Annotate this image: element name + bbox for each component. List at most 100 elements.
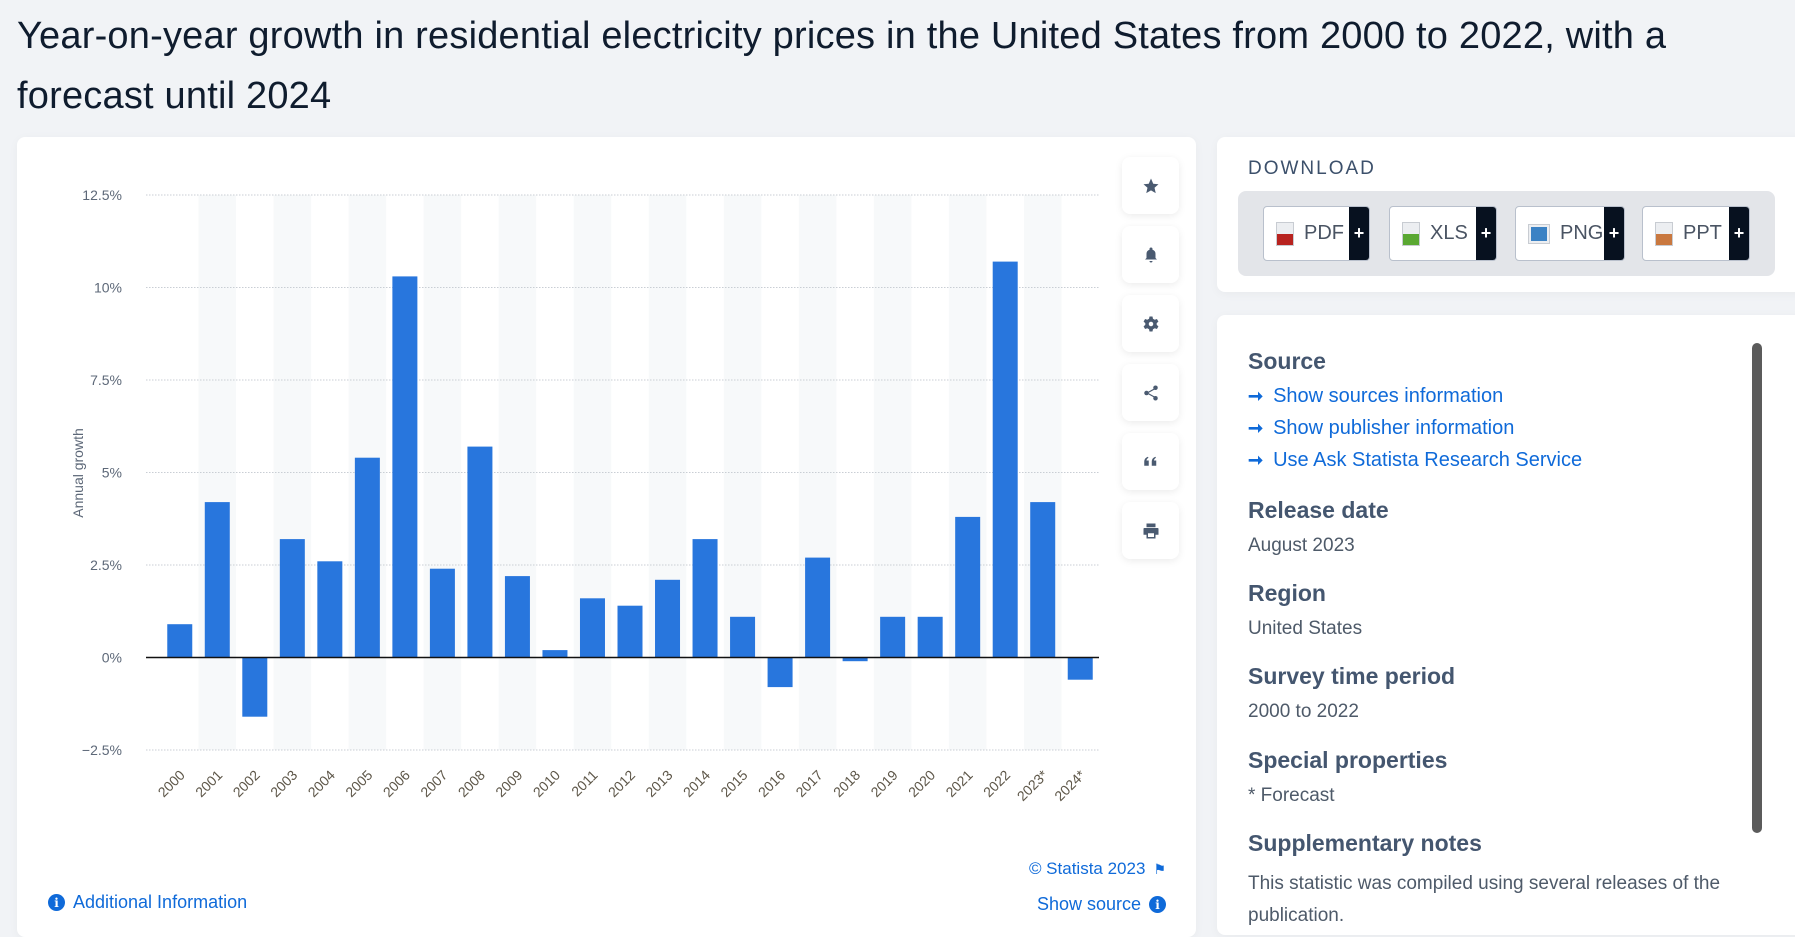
x-tick-label: 2010 [530,767,563,800]
y-tick-label: 5% [102,465,122,481]
x-tick-label: 2007 [417,767,450,800]
ppt-file-icon [1655,221,1673,246]
flag-icon: ⚑ [1153,860,1166,877]
info-icon: i [1149,896,1166,913]
bar-2018 [842,657,868,662]
release-date-heading: Release date [1248,497,1389,523]
bar-2005 [354,457,380,658]
arrow-right-icon: ➞ [1248,450,1264,470]
x-tick-label: 2022 [980,767,1013,800]
region-value: United States [1248,618,1363,639]
favorite-button[interactable] [1122,157,1179,214]
star-icon [1143,178,1158,193]
x-tick-label: 2011 [568,767,601,800]
download-xls-button[interactable]: XLS + [1389,206,1497,261]
bar-2015 [730,616,756,658]
region-heading: Region [1248,580,1326,606]
bar-2014 [692,539,718,658]
gear-icon [1143,316,1158,331]
x-tick-label: 2012 [605,767,638,800]
source-heading: Source [1248,348,1326,374]
info-panel-scrollbar[interactable] [1752,343,1762,833]
y-axis-label: Annual growth [70,428,86,518]
xls-file-icon [1402,221,1420,246]
x-tick-label: 2023* [1014,766,1052,804]
x-tick-label: 2002 [230,767,263,800]
share-button[interactable] [1122,364,1179,421]
settings-button[interactable] [1122,295,1179,352]
y-tick-label: 2.5% [90,557,122,573]
x-tick-label: 2018 [830,767,863,800]
download-ppt-button[interactable]: PPT + [1642,206,1750,261]
y-tick-label: 7.5% [90,372,122,388]
x-tick-label: 2005 [342,767,375,800]
x-tick-label: 2021 [942,767,975,800]
bar-2016 [767,657,793,688]
bar-2017 [805,557,831,658]
bar-2000 [167,624,193,658]
x-tick-label: 2017 [792,767,825,800]
x-tick-label: 2009 [492,767,525,800]
survey-period-value: 2000 to 2022 [1248,701,1359,722]
show-publisher-link[interactable]: ➞ Show publisher information [1248,417,1515,439]
x-tick-label: 2015 [717,767,750,800]
ask-statista-link[interactable]: ➞ Use Ask Statista Research Service [1248,449,1583,471]
bar-2001 [204,502,230,658]
additional-information-link[interactable]: i Additional Information [48,892,247,913]
bar-2010 [542,650,568,658]
bar-2020 [917,616,943,658]
chart-card: −2.5% 0% 2.5% 5% 7.5% 10% 12.5% Annual growth 20… [17,137,1196,937]
statistic-info-panel: Source ➞ Show sources information ➞ Show p… [1217,315,1795,935]
bar-2009 [504,576,530,658]
bar-2022 [992,261,1018,658]
bar-2004 [317,561,343,658]
arrow-right-icon: ➞ [1248,418,1264,438]
release-date-value: August 2023 [1248,535,1355,556]
png-image-icon [1528,223,1550,244]
x-tick-label: 2006 [380,767,413,800]
download-panel: DOWNLOAD PDF + XLS + PNG + PPT + [1217,137,1795,292]
y-tick-label: 10% [94,280,122,296]
special-properties-value: * Forecast [1248,785,1335,806]
share-icon [1143,385,1158,400]
bar-2019 [880,616,906,658]
special-properties-heading: Special properties [1248,747,1448,773]
bar-2008 [467,446,493,658]
show-sources-link[interactable]: ➞ Show sources information [1248,385,1504,407]
bar-2002 [242,657,268,717]
bell-icon [1144,247,1157,262]
download-png-button[interactable]: PNG + [1515,206,1625,261]
bar-2024* [1067,657,1093,680]
cite-button[interactable] [1122,433,1179,490]
x-tick-label: 2003 [267,767,300,800]
bar-2006 [392,276,418,658]
arrow-right-icon: ➞ [1248,386,1264,406]
x-tick-label: 2019 [867,767,900,800]
y-tick-label: 0% [102,650,122,666]
bar-2003 [279,539,305,658]
download-pdf-button[interactable]: PDF + [1263,206,1370,261]
pdf-file-icon [1276,221,1294,246]
x-tick-label: 2016 [755,767,788,800]
notification-button[interactable] [1122,226,1179,283]
show-source-link[interactable]: Show source i [1037,894,1166,915]
print-button[interactable] [1122,502,1179,559]
x-tick-label: 2013 [642,767,675,800]
bar-2011 [579,598,605,658]
bar-chart: −2.5% 0% 2.5% 5% 7.5% 10% 12.5% Annual growth 20… [70,187,1099,804]
x-tick-label: 2004 [305,767,338,800]
x-tick-label: 2001 [192,767,225,800]
x-tick-label: 2014 [680,767,713,800]
x-tick-label: 2000 [155,767,188,800]
x-tick-label: 2008 [455,767,488,800]
x-tick-label: 2024* [1051,766,1089,804]
x-tick-label: 2020 [905,767,938,800]
bar-2012 [617,605,643,658]
statista-copyright[interactable]: © Statista 2023 ⚑ [1028,859,1166,878]
bar-2021 [955,516,981,658]
y-tick-label: 12.5% [82,187,122,203]
download-buttons: PDF + XLS + PNG + PPT + [1238,191,1775,276]
download-heading: DOWNLOAD [1248,158,1376,179]
y-tick-label: −2.5% [82,742,122,758]
bar-2013 [655,579,681,658]
